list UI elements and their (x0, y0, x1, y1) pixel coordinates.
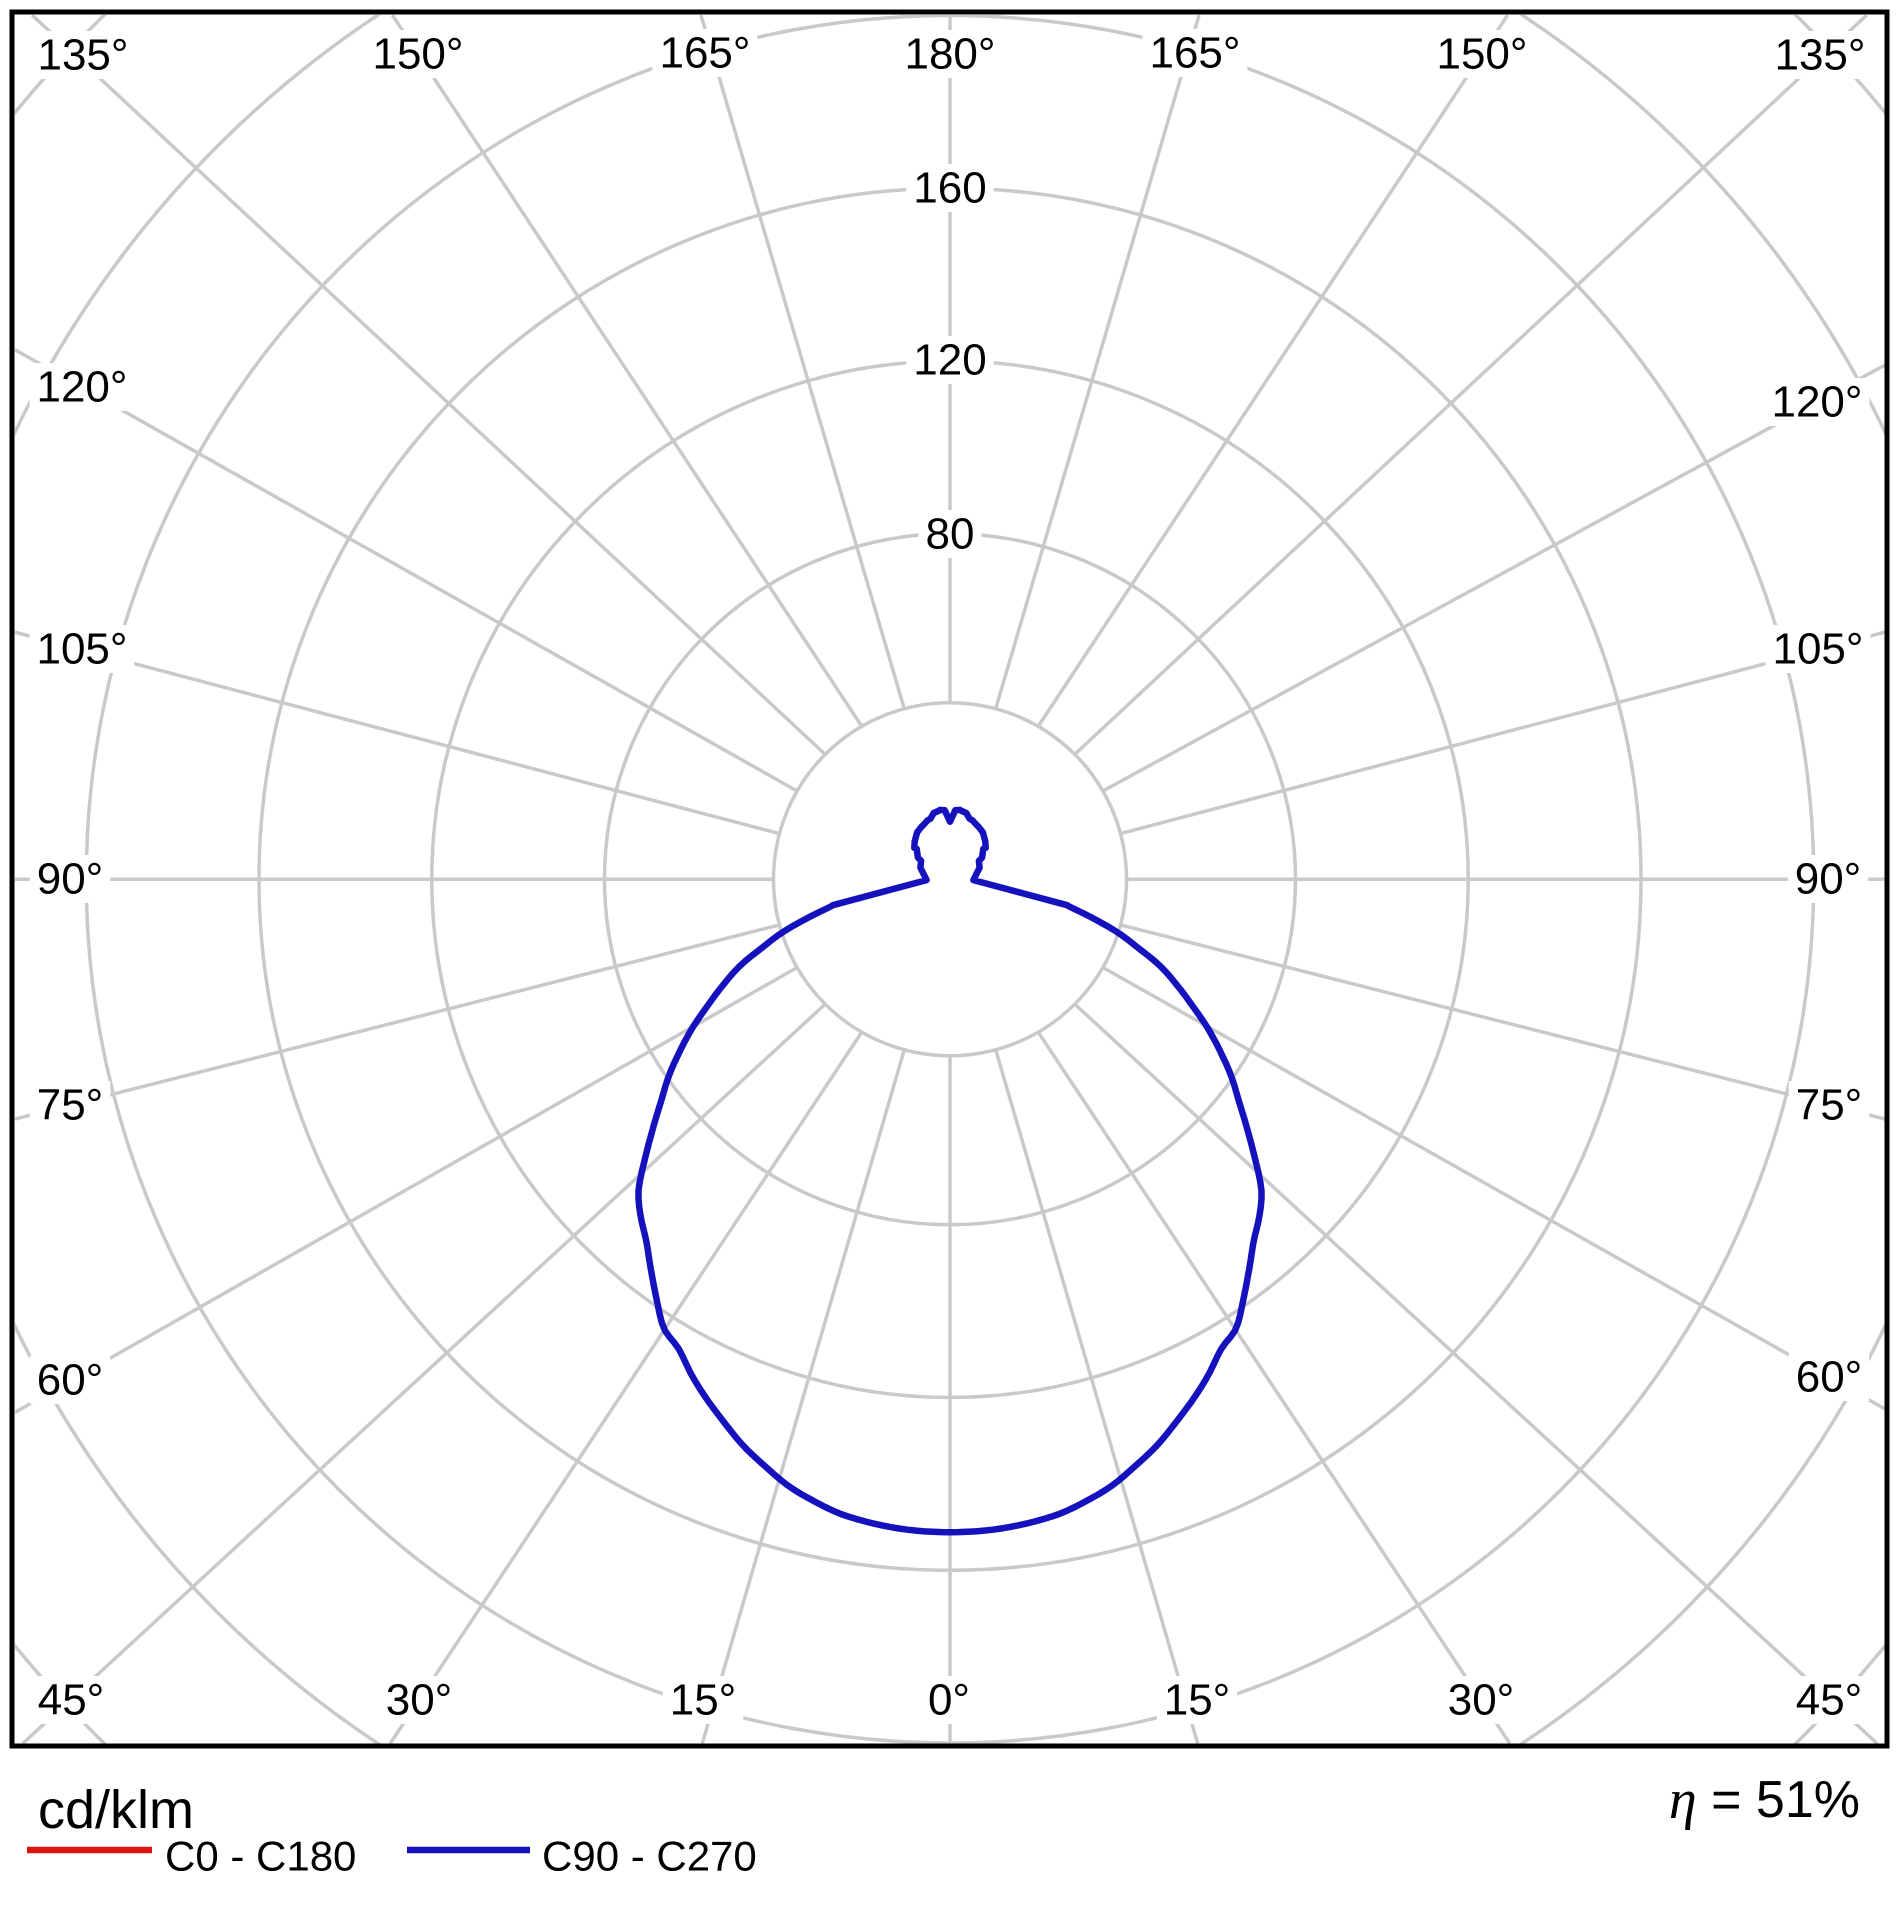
svg-text:150°: 150° (372, 30, 463, 79)
svg-text:165°: 165° (659, 29, 750, 78)
svg-text:60°: 60° (1796, 1353, 1863, 1402)
svg-text:0°: 0° (928, 1676, 970, 1725)
svg-text:135°: 135° (1774, 31, 1865, 80)
svg-text:15°: 15° (1164, 1676, 1231, 1725)
svg-text:90°: 90° (1795, 855, 1862, 904)
svg-text:75°: 75° (37, 1081, 104, 1130)
svg-text:60°: 60° (37, 1356, 104, 1405)
svg-text:180°: 180° (904, 30, 995, 79)
svg-text:C90 - C270: C90 - C270 (542, 1833, 757, 1880)
svg-text:C0 - C180: C0 - C180 (165, 1833, 356, 1880)
svg-text:45°: 45° (38, 1676, 105, 1725)
svg-text:120°: 120° (1771, 378, 1862, 427)
svg-text:120°: 120° (36, 363, 127, 412)
svg-text:30°: 30° (1448, 1676, 1515, 1725)
svg-text:135°: 135° (37, 31, 128, 80)
svg-text:15°: 15° (670, 1676, 737, 1725)
svg-text:165°: 165° (1149, 29, 1240, 78)
svg-text:45°: 45° (1796, 1676, 1863, 1725)
svg-text:30°: 30° (386, 1676, 453, 1725)
svg-text:160: 160 (913, 164, 986, 213)
svg-text:120: 120 (913, 336, 986, 385)
svg-text:150°: 150° (1436, 30, 1527, 79)
svg-text:80: 80 (926, 510, 975, 559)
svg-text:90°: 90° (37, 855, 104, 904)
svg-text:η = 51%: η = 51% (1669, 1769, 1860, 1831)
svg-text:105°: 105° (36, 625, 127, 674)
svg-text:75°: 75° (1796, 1081, 1863, 1130)
svg-text:cd/klm: cd/klm (38, 1780, 194, 1840)
svg-text:105°: 105° (1772, 625, 1863, 674)
